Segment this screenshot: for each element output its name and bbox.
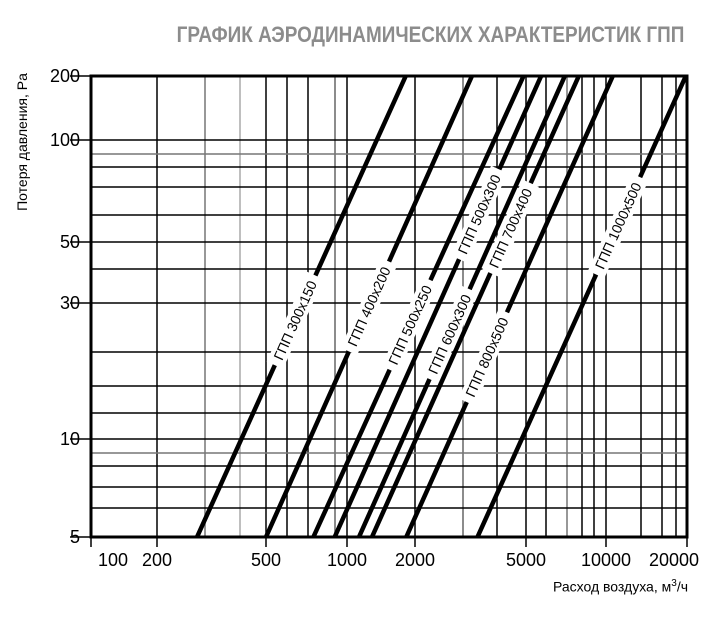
y-tick-label: 200 [50,66,80,86]
y-tick-label: 10 [60,429,80,449]
series-label-background [587,173,649,279]
x-tick-label: 200 [142,550,172,570]
x-tick-label: 500 [251,550,281,570]
plot-frame [89,74,689,539]
x-tick-label: 1000 [327,550,367,570]
series-line [332,75,544,538]
series-label: ГПП 400x200 [344,264,393,349]
y-tick-label: 50 [60,232,80,252]
x-axis-label-suffix: /ч [676,578,688,595]
x-tick-label: 2000 [395,550,435,570]
y-tick-label: 100 [50,130,80,150]
x-axis-label: Расход воздуха, м3/ч [553,578,688,595]
series-label-background [340,257,398,356]
series-label-background [266,271,324,369]
x-tick-label: 5000 [506,550,546,570]
chart-title: ГРАФИК АЭРОДИНАМИЧЕСКИХ ХАРАКТЕРИСТИК ГП… [176,22,684,47]
series-label-background [458,308,516,406]
series-label-background [482,179,539,277]
y-tick-label: 30 [60,293,80,313]
x-tick-label: 20000 [649,550,699,570]
x-axis-label-text: Расход воздуха, м [552,578,672,595]
series-label-background [450,165,508,263]
series-label-group: ГПП 300x150 [266,271,324,369]
series-line [369,75,581,538]
series-label-group: ГПП 400x200 [340,257,398,356]
series-label-background [381,276,439,374]
x-axis-label-sup: 3 [671,578,677,589]
series-label-group: ГПП 1000x500 [587,173,649,279]
x-tick-label: 100 [98,550,128,570]
x-tick-label: 10000 [581,550,631,570]
series-label-background [421,285,478,383]
series-line [475,75,688,538]
series-label: ГПП 300x150 [270,278,320,363]
series-label: ГПП 1000x500 [592,180,645,272]
y-tick-label: 5 [70,527,80,547]
series-line [404,75,615,538]
